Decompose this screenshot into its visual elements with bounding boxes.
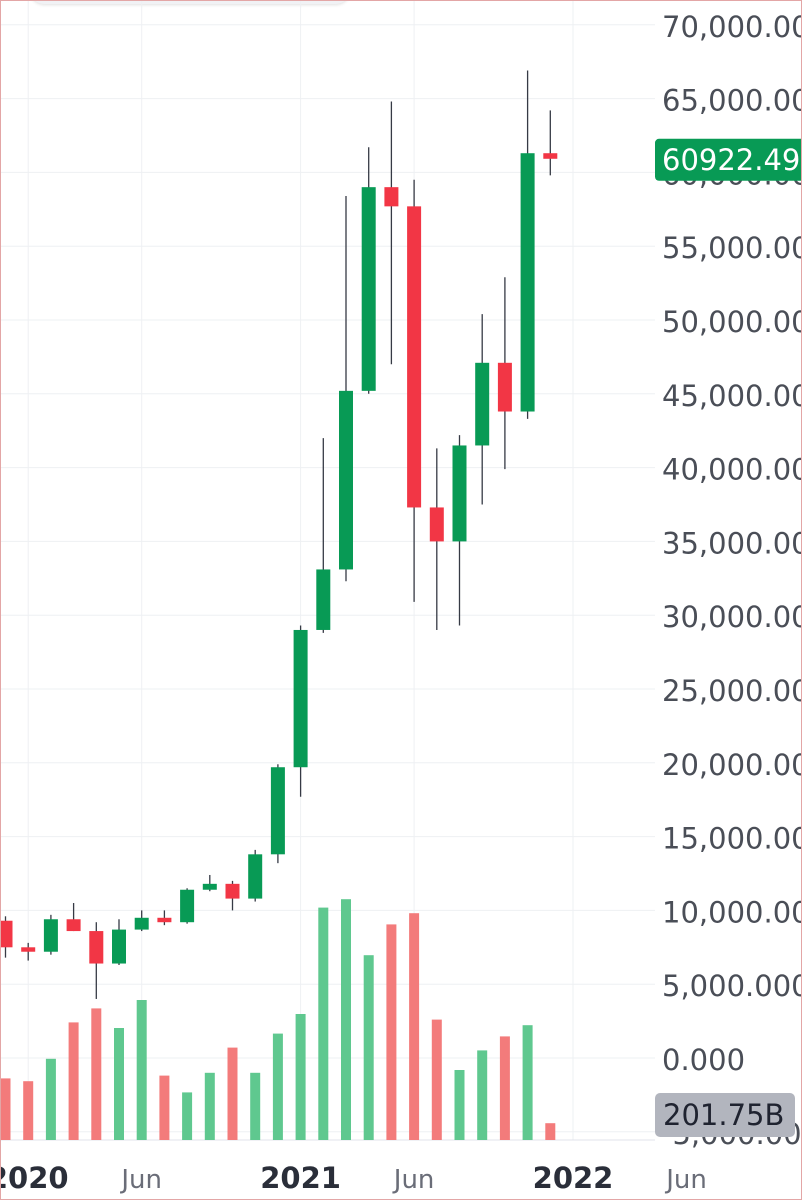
candle-body	[384, 187, 399, 207]
candle-body	[316, 569, 331, 630]
last-price-badge	[655, 138, 802, 181]
candle-body	[66, 919, 81, 932]
volume-bar	[386, 924, 397, 1140]
volume-bar	[23, 1081, 34, 1140]
candle-body	[339, 390, 353, 570]
volume-bar	[91, 1008, 102, 1140]
top-toolbar-pill	[30, 0, 350, 4]
volume-label: 201.75B	[663, 1098, 784, 1132]
volume-bar	[227, 1047, 238, 1140]
volume-bar	[318, 907, 329, 1140]
price-axis[interactable]: 70,000.0065,000.0060,000.0055,000.0050,0…	[662, 10, 802, 1151]
candles	[0, 70, 558, 999]
volume-bar	[363, 955, 374, 1140]
volume-bar	[250, 1072, 261, 1140]
price-tick-label: 35,000.00	[662, 526, 802, 560]
price-tick-label: 5,000.000	[662, 969, 802, 1003]
candle-body	[475, 362, 490, 446]
volume-bar	[182, 1092, 193, 1140]
price-tick-label: 40,000.00	[662, 453, 802, 487]
price-tick-label: 0.000	[662, 1043, 745, 1077]
time-tick-label: 2022	[533, 1161, 614, 1195]
volume-bar	[114, 1028, 124, 1140]
candle-body	[89, 931, 104, 964]
time-tick-label: Jun	[392, 1165, 435, 1195]
volume-bar	[272, 1033, 283, 1140]
last-price-label: 60922.49	[662, 143, 800, 177]
candle-body	[520, 153, 535, 412]
candle-body	[293, 629, 308, 768]
candle-body	[248, 854, 263, 899]
candle-body	[180, 889, 195, 923]
price-tick-label: 20,000.00	[662, 748, 802, 782]
candle-body	[361, 187, 376, 391]
price-tick-label: 45,000.00	[662, 379, 802, 413]
candle-body	[270, 767, 285, 855]
axis-badges: 60922.49 201.75B	[655, 138, 802, 1137]
price-tick-label: 50,000.00	[662, 305, 802, 339]
candle-body	[202, 883, 217, 890]
candle-body	[429, 507, 444, 542]
volume-bars	[0, 899, 556, 1140]
candle-body	[452, 445, 467, 542]
price-tick-label: 25,000.00	[662, 674, 802, 708]
time-tick-label: 2020	[0, 1161, 69, 1195]
candle-body	[157, 917, 172, 923]
volume-bar	[45, 1058, 56, 1140]
price-tick-label: 65,000.00	[662, 84, 802, 118]
candle-body	[21, 947, 36, 952]
price-tick-label: 30,000.00	[662, 600, 802, 634]
time-tick-label: Jun	[664, 1165, 707, 1195]
price-tick-label: 15,000.00	[662, 822, 802, 856]
price-tick-label: 70,000.00	[662, 10, 802, 44]
price-tick-label: 55,000.00	[662, 231, 802, 265]
volume-bar	[454, 1070, 465, 1140]
candle-body	[0, 920, 13, 948]
volume-bar	[204, 1072, 215, 1140]
candle-body	[43, 919, 58, 952]
volume-bar	[159, 1075, 170, 1140]
time-tick-label: Jun	[119, 1165, 162, 1195]
volume-bar	[295, 1014, 306, 1140]
volume-bar	[545, 1123, 556, 1140]
candle-body	[112, 929, 126, 964]
price-tick-label: 10,000.00	[662, 895, 802, 929]
candle-body	[225, 883, 240, 899]
candle-body	[407, 206, 422, 508]
candle-body	[543, 153, 558, 159]
volume-bar	[431, 1019, 442, 1140]
volume-bar	[0, 1078, 11, 1140]
candle-body	[134, 917, 149, 930]
volume-bar	[68, 1022, 79, 1140]
volume-badge	[655, 1093, 795, 1137]
volume-bar	[136, 1000, 147, 1140]
time-axis[interactable]: 2020 Jun 2021 Jun 2022 Jun	[0, 1161, 707, 1195]
volume-bar	[341, 899, 351, 1140]
volume-bar	[499, 1036, 510, 1140]
volume-bar	[522, 1025, 533, 1140]
time-tick-label: 2021	[260, 1161, 341, 1195]
volume-bar	[477, 1050, 488, 1140]
candle-body	[497, 362, 512, 412]
volume-bar	[409, 913, 420, 1140]
